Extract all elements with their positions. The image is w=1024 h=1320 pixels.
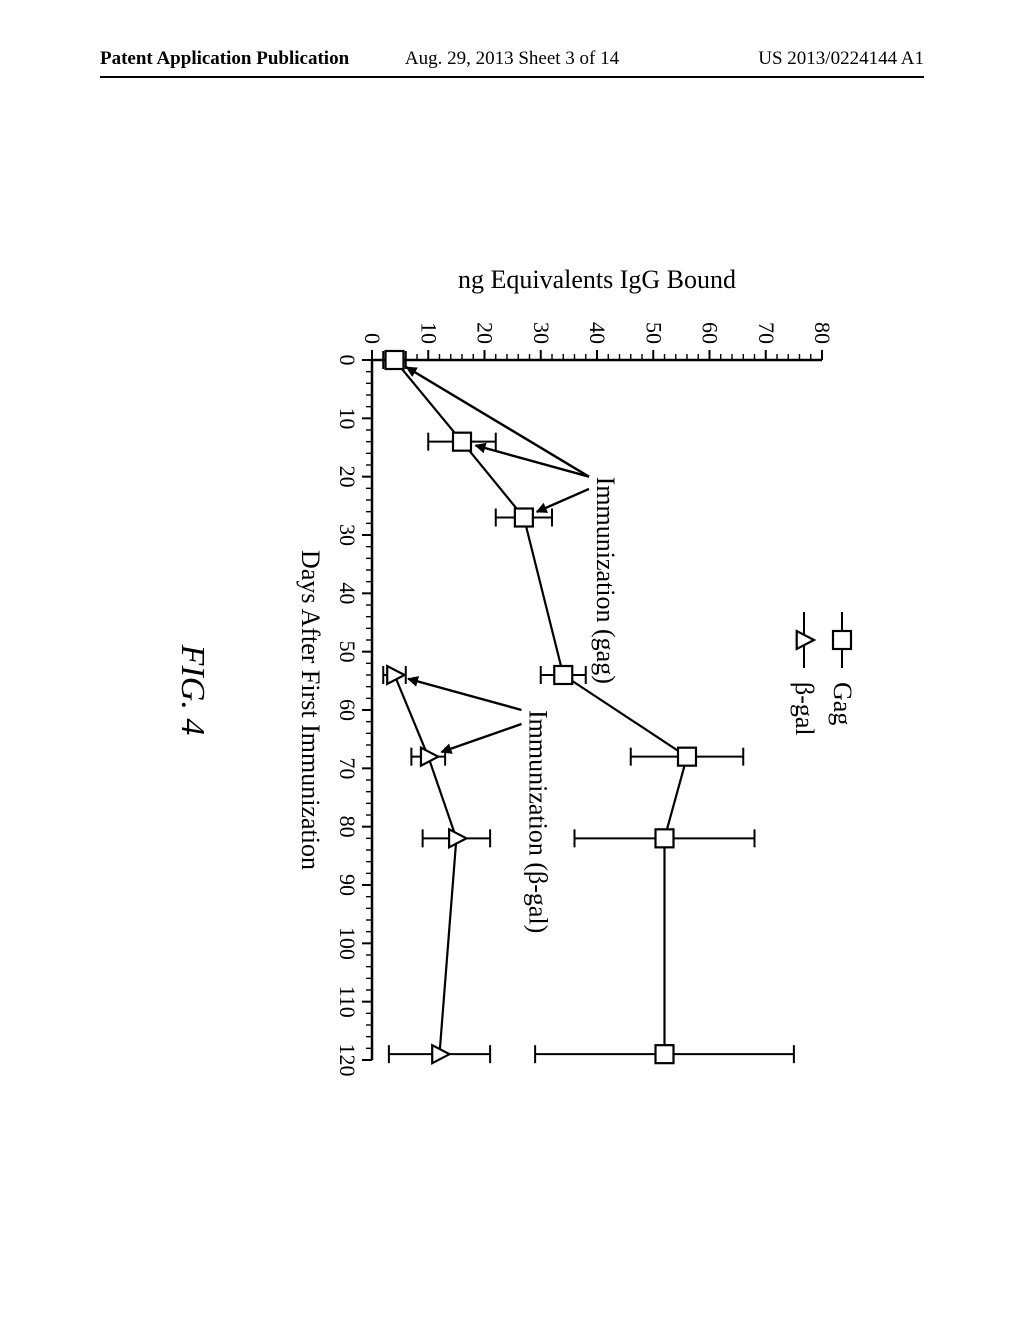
header-rule	[100, 76, 924, 78]
svg-text:Days After First Immunization: Days After First Immunization	[296, 550, 325, 870]
svg-text:30: 30	[335, 524, 360, 546]
chart-svg: 0 10 20 30 40 50 60 70 80 0 10 20 30 40 50 60 70 80 90 100 1…	[162, 240, 862, 1140]
header-right: US 2013/0224144 A1	[758, 48, 924, 70]
svg-text:0: 0	[335, 355, 360, 366]
svg-text:120: 120	[335, 1044, 360, 1077]
svg-text:50: 50	[641, 322, 666, 344]
svg-text:60: 60	[698, 322, 723, 344]
svg-text:100: 100	[335, 927, 360, 960]
svg-text:50: 50	[335, 641, 360, 663]
svg-text:60: 60	[335, 699, 360, 721]
svg-text:30: 30	[529, 322, 554, 344]
svg-text:20: 20	[335, 466, 360, 488]
svg-text:70: 70	[754, 322, 779, 344]
svg-text:ng Equivalents IgG Bound: ng Equivalents IgG Bound	[458, 265, 736, 294]
svg-text:70: 70	[335, 757, 360, 779]
svg-text:Gag: Gag	[828, 682, 857, 725]
svg-text:110: 110	[335, 986, 360, 1018]
svg-text:0: 0	[360, 333, 385, 344]
svg-text:10: 10	[335, 407, 360, 429]
svg-text:20: 20	[473, 322, 498, 344]
svg-text:40: 40	[585, 322, 610, 344]
svg-text:Immunization (β-gal): Immunization (β-gal)	[524, 710, 553, 933]
svg-text:10: 10	[416, 322, 441, 344]
svg-text:40: 40	[335, 582, 360, 604]
svg-text:FIG. 4: FIG. 4	[174, 644, 211, 736]
rotated-chart-stage: 0 10 20 30 40 50 60 70 80 0 10 20 30 40 50 60 70 80 90 100 1…	[162, 240, 862, 1140]
page: Patent Application Publication Aug. 29, …	[0, 0, 1024, 1320]
svg-text:Immunization (gag): Immunization (gag)	[591, 477, 620, 684]
figure-region: 0 10 20 30 40 50 60 70 80 0 10 20 30 40 50 60 70 80 90 100 1…	[0, 180, 1024, 1200]
svg-text:80: 80	[810, 322, 835, 344]
svg-text:90: 90	[335, 874, 360, 896]
svg-text:80: 80	[335, 816, 360, 838]
svg-text:β-gal: β-gal	[790, 682, 819, 736]
